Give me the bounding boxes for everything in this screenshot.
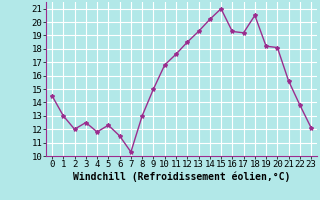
- X-axis label: Windchill (Refroidissement éolien,°C): Windchill (Refroidissement éolien,°C): [73, 172, 290, 182]
